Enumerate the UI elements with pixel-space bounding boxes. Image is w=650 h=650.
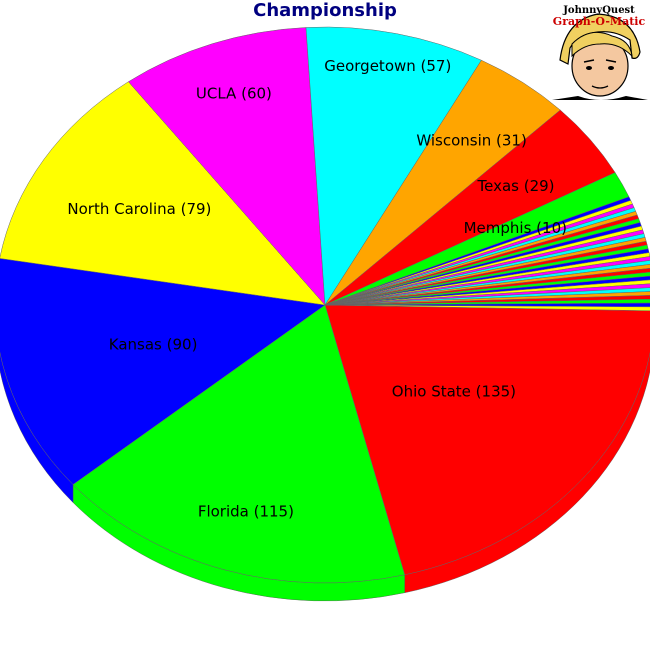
slice-labels: Ohio State (135) Florida (115) Kansas (90)… [67, 57, 567, 520]
avatar-right-eye [608, 66, 614, 70]
graph-o-matic-logo: JohnnyQuest Graph-O-Matic [550, 2, 648, 100]
slice-label: Georgetown (57) [324, 57, 451, 75]
pie-slice-minor [324, 283, 650, 306]
avatar-shirt [552, 96, 648, 100]
pie-slice-georgetown [305, 26, 482, 306]
pie-slice-minor [324, 275, 650, 306]
slice-label: Ohio State (135) [392, 383, 516, 401]
pie-slice-minor [324, 260, 650, 306]
slice-label: Florida (115) [198, 502, 294, 520]
pie-slice-minor [324, 271, 650, 306]
slice-label: UCLA (60) [196, 84, 272, 102]
pie-slice-minor [324, 302, 650, 308]
avatar-left-eye [586, 66, 592, 70]
avatar-eyebrows [583, 59, 617, 63]
pie-slices [0, 26, 650, 584]
slice-label: North Carolina (79) [67, 200, 211, 218]
logo-line1: JohnnyQuest [562, 5, 635, 16]
slice-label: Kansas (90) [109, 336, 198, 354]
pie-slice-minor [324, 304, 650, 311]
avatar-mouth [591, 85, 609, 89]
pie-slice-north-carolina [0, 81, 326, 306]
chart-title: Championship [253, 0, 397, 21]
slice-label: Wisconsin (31) [416, 131, 526, 149]
logo-line2: Graph-O-Matic [553, 15, 646, 28]
pie-slice-florida [72, 304, 406, 584]
pie-slice-kansas [0, 258, 326, 485]
avatar-fringe [571, 31, 633, 58]
pie-slice-minor [324, 287, 650, 306]
pie-slice-ucla [128, 27, 326, 306]
slice-label: Memphis (10) [464, 219, 567, 237]
slice-label: Texas (29) [476, 177, 554, 195]
